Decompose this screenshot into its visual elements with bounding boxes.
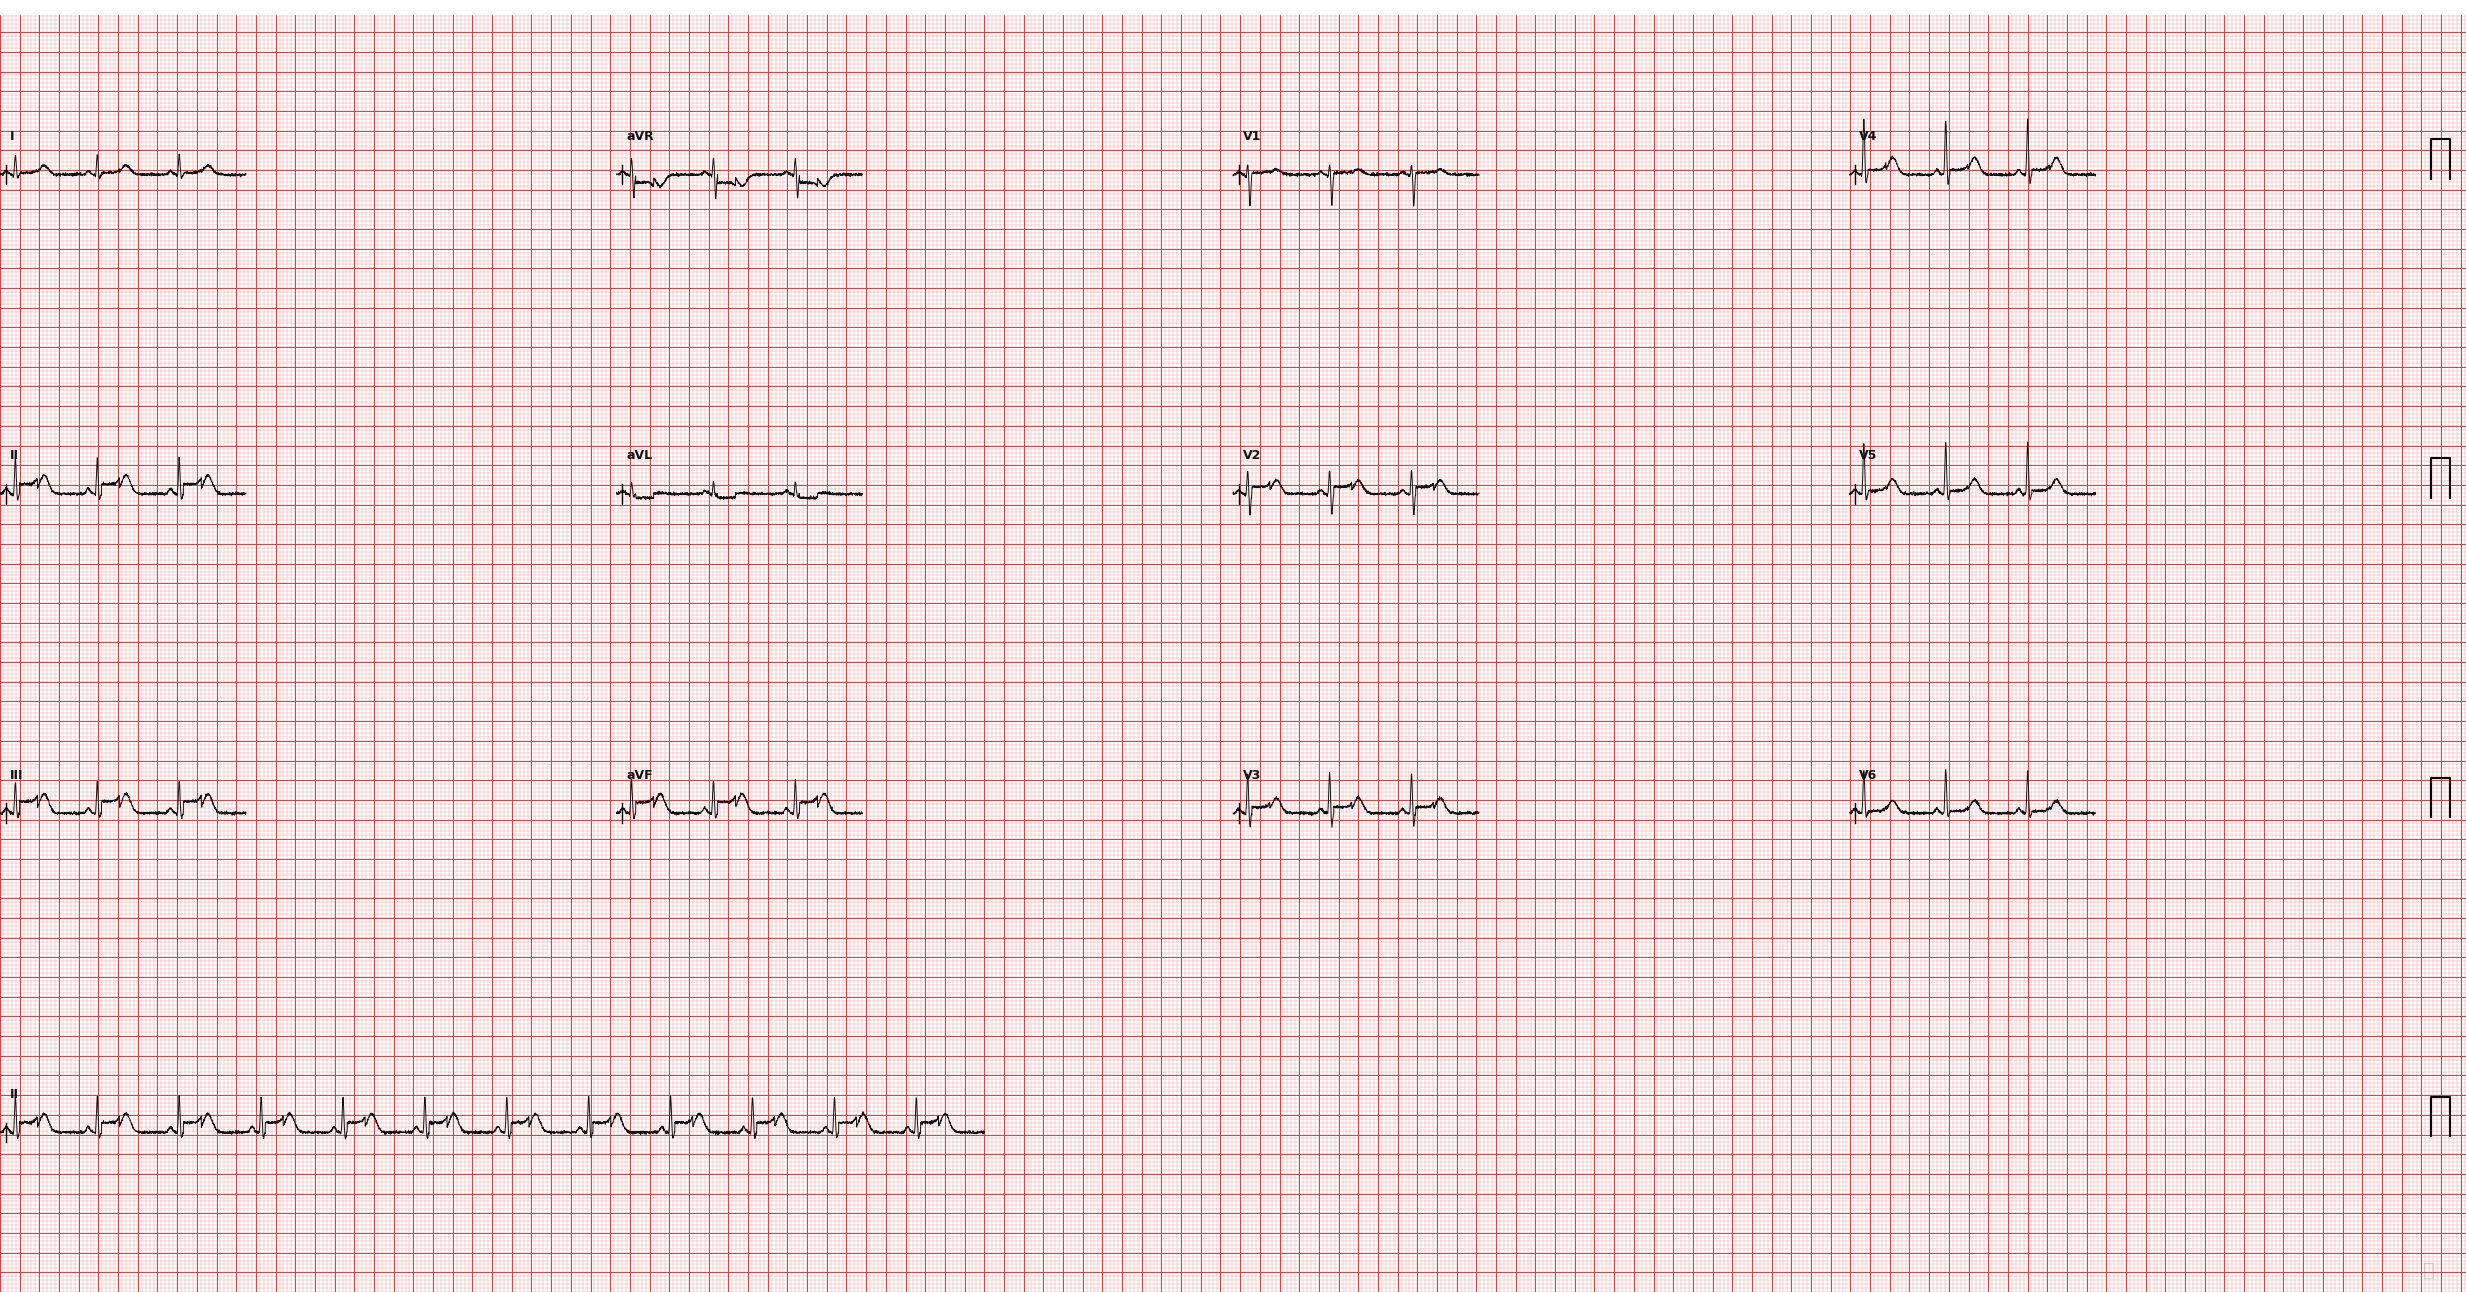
- Text: V3: V3: [1243, 769, 1260, 782]
- Text: V4: V4: [1859, 130, 1877, 143]
- Text: II: II: [10, 450, 20, 463]
- Text: 🦅: 🦅: [2422, 1261, 2434, 1280]
- Text: aVR: aVR: [626, 130, 653, 143]
- Text: III: III: [10, 769, 22, 782]
- Text: V6: V6: [1859, 769, 1877, 782]
- Text: V1: V1: [1243, 130, 1260, 143]
- Text: aVF: aVF: [626, 769, 653, 782]
- Text: V5: V5: [1859, 450, 1877, 463]
- Text: aVL: aVL: [626, 450, 653, 463]
- Text: V2: V2: [1243, 450, 1260, 463]
- Text: I: I: [10, 130, 15, 143]
- Bar: [0, 0, 2466, 16]
- Text: II: II: [10, 1088, 20, 1101]
